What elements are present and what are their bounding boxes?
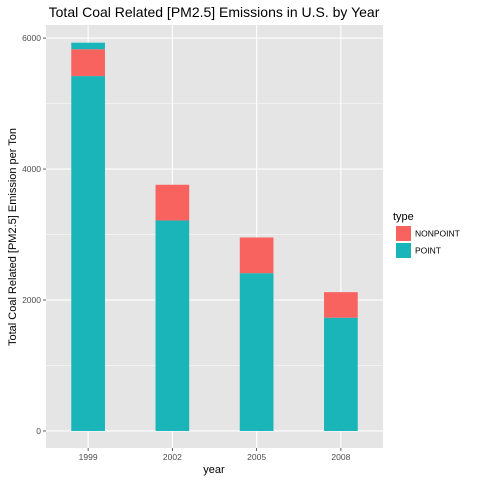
y-axis-ticks: 0 2000 4000 6000 <box>22 33 46 436</box>
bar-segment <box>71 76 105 431</box>
legend-label: POINT <box>415 246 441 256</box>
legend-entries: NONPOINT POINT <box>396 226 460 258</box>
x-axis-ticks: 1999 2002 2005 2008 <box>79 448 351 462</box>
bar-segment <box>71 49 105 77</box>
chart-title: Total Coal Related [PM2.5] Emissions in … <box>49 4 380 20</box>
legend-swatch <box>396 226 411 241</box>
bar-segment <box>239 273 274 431</box>
x-tick-label: 2005 <box>247 452 266 462</box>
legend: type NONPOINT POINT <box>393 211 460 258</box>
bar-segment <box>324 292 358 318</box>
y-tick-label: 6000 <box>22 33 41 43</box>
y-tick-label: 0 <box>36 426 41 436</box>
legend-swatch <box>396 243 411 258</box>
bar-segment <box>324 317 358 431</box>
bar-segment <box>155 184 190 221</box>
bar-segment <box>239 237 274 274</box>
y-tick-label: 4000 <box>22 164 41 174</box>
y-axis-title: Total Coal Related [PM2.5] Emission per … <box>7 128 19 346</box>
y-tick-label: 2000 <box>22 295 41 305</box>
x-axis-title: year <box>203 464 225 476</box>
bar-segment <box>155 220 190 431</box>
x-tick-label: 2002 <box>163 452 182 462</box>
bars <box>71 42 358 431</box>
legend-label: NONPOINT <box>415 229 460 239</box>
x-tick-label: 1999 <box>79 452 98 462</box>
bar-segment <box>71 42 105 50</box>
x-tick-label: 2008 <box>331 452 350 462</box>
legend-title: type <box>393 211 414 223</box>
